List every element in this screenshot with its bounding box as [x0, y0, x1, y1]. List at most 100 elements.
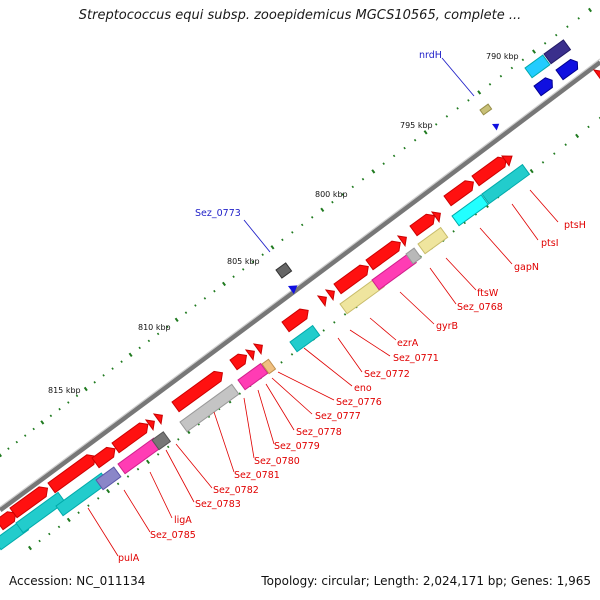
tick-dot [93, 381, 96, 384]
leader-ligA [149, 471, 173, 519]
tick-dot [333, 321, 336, 324]
tick-dot [300, 223, 304, 227]
cds-arrow-small [144, 419, 155, 431]
leader-Sez_0782 [175, 443, 213, 489]
tick-dot [280, 361, 283, 364]
tick-dot [194, 304, 197, 307]
cog-cyan-bar [481, 163, 531, 205]
tick-dot [281, 238, 284, 242]
navy-feature [543, 39, 572, 65]
tick-dot [598, 116, 600, 120]
cds-arrow [471, 156, 507, 187]
leader-ptsI [511, 203, 539, 241]
tick-dot [343, 313, 347, 316]
tick-dot [87, 504, 90, 507]
kbp-ticks: 790 kbp 795 kbp 800 kbp 805 kbp 810 kbp … [48, 52, 519, 395]
tick-dot [261, 253, 264, 256]
tick-dot [75, 394, 79, 398]
cds-arrow [443, 180, 474, 207]
tick-dot [434, 123, 438, 126]
tick-dot [423, 130, 428, 135]
tick-dot [541, 161, 545, 164]
leader-Sez_0776 [277, 371, 335, 401]
tick-dot [32, 427, 35, 431]
gene-label-ezrA: ezrA [397, 338, 419, 349]
tick-dot [58, 407, 61, 411]
blue-arrow [555, 58, 579, 81]
tick-dot [575, 133, 580, 139]
tick-dot [77, 511, 80, 514]
tick-label-795: 795 kbp [400, 121, 433, 130]
gene-label-ptsH: ptsH [564, 220, 586, 231]
tick-dot [291, 231, 294, 234]
cds-arrow-small [244, 349, 255, 361]
cds-arrow-small [316, 295, 327, 307]
tick-dot [146, 459, 150, 465]
tick-dot [290, 353, 294, 356]
tick-dot [322, 329, 325, 332]
cds-arrow [365, 240, 401, 271]
tick-dot [351, 185, 355, 189]
tick-dot [222, 281, 226, 287]
tick-dot [510, 66, 514, 70]
tick-dot [251, 260, 255, 264]
tick-dot [564, 143, 567, 146]
cds-arrow [111, 422, 149, 454]
tick-dot [467, 99, 470, 102]
gene-label-Sez_0780: Sez_0780 [254, 456, 300, 467]
tick-dot [554, 33, 558, 37]
tick-dot [0, 452, 2, 458]
gene-label-ptsI: ptsI [541, 238, 559, 249]
accession-text: Accession: NC_011134 [9, 574, 146, 588]
nrdH-arrow [492, 123, 500, 131]
tick-dot [38, 539, 41, 543]
tick-dot [128, 352, 133, 358]
leader-ptsH [529, 189, 559, 223]
tick-dot [83, 386, 88, 392]
tick-dot [310, 216, 314, 219]
cog-khaki-bar [261, 358, 277, 375]
leader-nrdH [441, 57, 475, 97]
tick-dot [23, 434, 27, 437]
gene-label-Sez_0785: Sez_0785 [150, 530, 196, 541]
leader-Sez_0773 [243, 219, 271, 253]
cds-arrow-small [324, 289, 335, 301]
tick-dot [177, 438, 180, 441]
leader-pulA [87, 507, 119, 557]
tick-dot [136, 467, 140, 471]
gene-label-Sez_0778: Sez_0778 [296, 427, 342, 438]
cog-navy-bar [95, 466, 122, 491]
leader-Sez_0780 [243, 397, 255, 459]
tick-dot [392, 154, 396, 158]
tick-dot [120, 360, 123, 363]
gene-label-nrdH: nrdH [419, 50, 442, 61]
leader-Sez_0777 [271, 377, 313, 415]
tick-dot [166, 325, 169, 329]
gene-label-Sez_0779: Sez_0779 [274, 441, 320, 452]
gene-label-gyrB: gyrB [436, 321, 458, 332]
cyan-feature [524, 54, 551, 79]
cds-arrow [9, 486, 49, 519]
gene-label-Sez_0777: Sez_0777 [315, 411, 361, 422]
tick-dot [553, 152, 556, 155]
tick-dot [456, 107, 459, 110]
tick-dot [156, 332, 160, 336]
gene-label-Sez_0781: Sez_0781 [234, 470, 280, 481]
tick-dot [382, 162, 385, 165]
tick-dot [477, 90, 482, 95]
tick-dot [270, 245, 275, 250]
gene-label-ligA: ligA [174, 515, 192, 526]
tick-dot [184, 311, 188, 314]
cog-cyan-bar [289, 324, 321, 353]
tick-dot [15, 440, 19, 444]
label-leaders [87, 189, 559, 557]
leader-gapN [479, 227, 513, 265]
tick-dot [156, 453, 160, 456]
gene-label-pulA: pulA [118, 553, 140, 564]
tick-dot [40, 420, 45, 425]
cog-magenta-bar [237, 362, 269, 391]
tick-dot [96, 497, 100, 500]
tick-label-800: 800 kbp [315, 190, 348, 199]
